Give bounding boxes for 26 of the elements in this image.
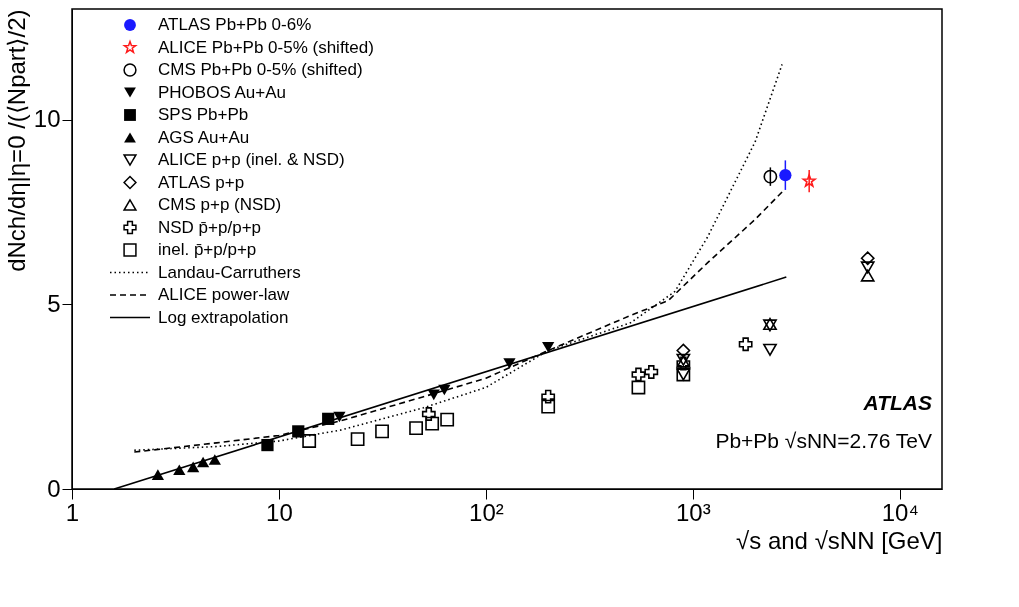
legend-label: CMS p+p (NSD) — [158, 195, 282, 214]
y-axis-title: dNch/dη|η=0 /(⟨Npart⟩/2) — [2, 9, 30, 272]
legend-label: ATLAS Pb+Pb 0-6% — [158, 15, 312, 34]
annotation: ATLAS — [862, 391, 932, 414]
legend-label: SPS Pb+Pb — [158, 105, 249, 124]
y-tick-label: 5 — [47, 289, 61, 317]
y-tick-label: 10 — [33, 105, 61, 133]
x-tick-label: 1 — [65, 498, 80, 526]
x-axis-title: √s and √sNN [GeV] — [736, 526, 943, 554]
legend-label: ATLAS p+p — [158, 172, 245, 192]
x-tick-label: 10 — [266, 498, 293, 526]
annotation: Pb+Pb √sNN=2.76 TeV — [715, 429, 932, 452]
legend-label: PHOBOS Au+Au — [158, 82, 287, 102]
legend-label: ALICE Pb+Pb 0-5% (shifted) — [158, 37, 374, 57]
y-tick-label: 0 — [47, 474, 61, 502]
legend-label: CMS Pb+Pb 0-5% (shifted) — [158, 60, 363, 79]
x-tick-label: 10² — [469, 498, 504, 526]
legend-label: NSD p̄+p/p+p — [158, 217, 262, 237]
legend-label: ALICE p+p (inel. & NSD) — [158, 150, 345, 169]
legend-label: inel. p̄+p/p+p — [158, 240, 257, 259]
legend-label: Log extrapolation — [158, 307, 289, 327]
x-tick-label: 10⁴ — [881, 498, 919, 526]
legend-label: ALICE power-law — [158, 285, 291, 304]
legend-label: Landau-Carruthers — [158, 262, 301, 282]
legend-label: AGS Au+Au — [158, 127, 250, 147]
x-tick-label: 10³ — [675, 498, 711, 526]
